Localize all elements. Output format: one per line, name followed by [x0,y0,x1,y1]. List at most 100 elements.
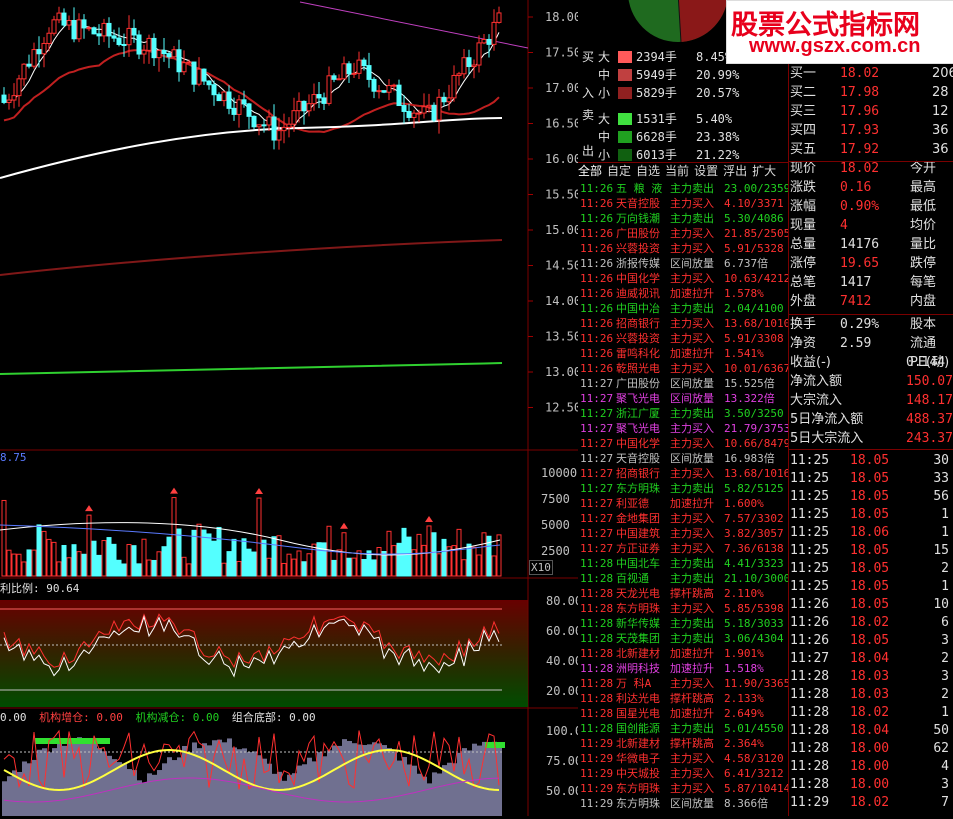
inst-bar [197,748,202,816]
tick-list[interactable]: 11:25 18.05 30 11:25 18.05 33 11:25 18.05 56 11:2… [788,450,953,816]
inst-bar [327,750,332,816]
volume-bar [366,550,372,577]
tab-expand[interactable]: 扩大 [752,164,777,178]
flow-color-swatch [618,87,632,99]
alert-row[interactable]: 11:29 东方明珠 主力买入 5.87/10414 [580,781,788,796]
alert-row[interactable]: 11:29 东方明珠 区间放量 8.366倍 [580,796,788,811]
alert-value: 13.322倍 [724,392,775,405]
alert-row[interactable]: 11:26 天音控股 主力买入 4.10/3371 [580,196,788,211]
alert-row[interactable]: 11:27 东方明珠 主力卖出 5.82/5125 [580,481,788,496]
alert-row[interactable]: 11:27 广田股份 区间放量 15.525倍 [580,376,788,391]
tab-all[interactable]: 全部 [578,164,603,178]
volume-bar [471,546,477,577]
alert-row[interactable]: 11:26 兴蓉投资 主力买入 5.91/3308 [580,331,788,346]
flow-color-swatch [618,69,632,81]
alert-row[interactable]: 11:26 浙报传媒 区间放量 6.737倍 [580,256,788,271]
alert-row[interactable]: 11:28 天茂集团 主力卖出 3.06/4304 [580,631,788,646]
inst-yellow-line [3,748,500,792]
inst-bar [302,764,307,816]
candle-body [156,49,162,59]
alert-row[interactable]: 11:28 国星光电 加速拉升 2.649% [580,706,788,721]
alert-time: 11:28 [580,632,614,645]
alert-row[interactable]: 11:29 北新建材 撑杆跳高 2.364% [580,736,788,751]
inst-bar [387,748,392,816]
alert-row[interactable]: 11:27 中国化学 主力买入 10.66/8479 [580,436,788,451]
alert-row[interactable]: 11:28 中国北车 主力卖出 4.41/3323 [580,556,788,571]
alert-row[interactable]: 11:28 国创能源 主力卖出 5.01/4550 [580,721,788,736]
volume-tick-label: 7500 [541,492,570,506]
candle-body [486,38,492,45]
alert-row[interactable]: 11:26 万向钱潮 主力卖出 5.30/4086 [580,211,788,226]
quote-row: 涨停 19.65 跌停 [788,254,953,273]
alert-row[interactable]: 11:27 方正证券 主力买入 7.36/6138 [580,541,788,556]
alert-row[interactable]: 11:28 百视通 主力卖出 21.10/3000 [580,571,788,586]
alert-stock: 中国化学 [616,272,660,285]
chart-area[interactable]: 18.00 17.50 17.00 16.50 16.00 15.50 15.00 14.50… [0,0,582,816]
candle-body [451,74,457,99]
alert-list[interactable]: 11:26 五 粮 液主力卖出 23.00/2359 11:26 天音控股 主力买入 4.1… [578,181,788,816]
alert-stock: 广田股份 [616,227,660,240]
alert-row[interactable]: 11:28 洲明科技 加速拉升 1.518% [580,661,788,676]
candle-body [171,49,177,58]
tick-price: 18.02 [850,705,890,720]
quote-extra: 36 [932,142,949,157]
alert-row[interactable]: 11:26 迪威视讯 加速拉升 1.578% [580,286,788,301]
alert-row[interactable]: 11:28 东方明珠 主力买入 5.85/5398 [580,601,788,616]
alert-row[interactable]: 11:27 中国建筑 主力买入 3.82/3057 [580,526,788,541]
alert-row[interactable]: 11:29 中天城投 主力买入 6.41/3212 [580,766,788,781]
alert-row[interactable]: 11:27 聚飞光电 主力买入 21.79/3753 [580,421,788,436]
alert-row[interactable]: 11:28 新华传媒 主力卖出 5.18/3033 [580,616,788,631]
tick-price: 18.05 [850,507,890,522]
tab-custom[interactable]: 自定 [607,164,632,178]
alert-row[interactable]: 11:27 金地集团 主力买入 7.57/3302 [580,511,788,526]
kline-chart[interactable]: 18.00 17.50 17.00 16.50 16.00 15.50 15.00 14.50… [0,0,582,816]
volume-bar [376,546,382,577]
alert-row[interactable]: 11:26 兴蓉投资 主力买入 5.91/5328 [580,241,788,256]
tab-watchlist[interactable]: 自选 [636,164,661,178]
alert-row[interactable]: 11:28 北新建材 加速拉升 1.901% [580,646,788,661]
alert-value: 21.85/2505 [724,227,788,240]
flow-size: 小 [598,148,611,162]
price-tick-label: 15.50 [545,188,578,202]
alert-type: 主力卖出 [670,722,714,735]
price-tick-label: 18.00 [545,10,578,24]
alert-row[interactable]: 11:27 聚飞光电 区间放量 13.322倍 [580,391,788,406]
quote-value: 2.59 [840,336,872,351]
alert-row[interactable]: 11:28 万 科A 主力买入 11.90/3365 [580,676,788,691]
alert-row[interactable]: 11:27 浙江广厦 主力卖出 3.50/3250 [580,406,788,421]
alert-row[interactable]: 11:27 利亚德 加速拉升 1.600% [580,496,788,511]
tick-row: 11:28 18.04 50 [788,722,953,740]
alert-row[interactable]: 11:28 天龙光电 撑杆跳高 2.110% [580,586,788,601]
tab-current[interactable]: 当前 [665,164,690,178]
alert-row[interactable]: 11:26 雷鸣科化 加速拉升 1.541% [580,346,788,361]
alert-row[interactable]: 11:26 中国化学 主力买入 10.63/4212 [580,271,788,286]
alert-value: 2.364% [724,737,764,750]
candle-body [191,61,197,85]
alert-row[interactable]: 11:26 中国中冶 主力卖出 2.04/4100 [580,301,788,316]
inst-bar [367,744,372,816]
alert-row[interactable]: 11:29 华微电子 主力买入 4.58/3120 [580,751,788,766]
price-tick-label: 12.50 [545,401,578,415]
alert-row[interactable]: 11:28 利达光电 撑杆跳高 2.133% [580,691,788,706]
alert-row[interactable]: 11:26 乾照光电 主力买入 10.01/6367 [580,361,788,376]
tick-volume: 15 [933,543,949,558]
tab-settings[interactable]: 设置 [694,164,719,178]
alert-row[interactable]: 11:26 五 粮 液主力卖出 23.00/2359 [580,181,788,196]
alert-type: 区间放量 [670,392,714,405]
candle-body [96,33,102,37]
alert-row[interactable]: 11:27 天音控股 区间放量 16.983倍 [580,451,788,466]
candle-body [306,103,312,112]
alert-row[interactable]: 11:26 广田股份 主力买入 21.85/2505 [580,226,788,241]
flow-pct: 20.57% [696,86,740,100]
alert-value: 2.110% [724,587,764,600]
alert-time: 11:26 [580,197,614,210]
alert-tabs[interactable]: 全部 自定 自选 当前 设置 浮出 扩大 [578,162,788,180]
candle-body [106,22,112,37]
tab-float[interactable]: 浮出 [723,164,748,178]
inst-bar [22,761,27,816]
alert-type: 主力买入 [670,467,714,480]
alert-value: 2.133% [724,692,764,705]
quote-value: 19.65 [840,256,880,271]
